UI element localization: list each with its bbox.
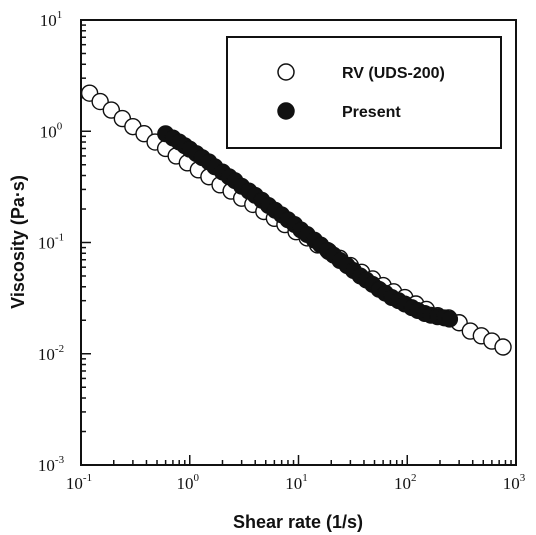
tick-labels: 10-1 100 101 102 103 10-3 10-2 10-1 100 101: [38, 9, 526, 493]
legend-label-rv: RV (UDS-200): [342, 65, 445, 82]
x-axis-title: Shear rate (1/s): [233, 512, 363, 532]
legend-label-present: Present: [342, 104, 401, 121]
axis-ticks: [80, 24, 517, 466]
x-tick-label: 102: [394, 472, 417, 493]
y-tick-label: 10-3: [38, 454, 65, 475]
present-data-point: [441, 310, 459, 328]
rv-data-point: [494, 338, 512, 356]
x-tick-label: 100: [177, 472, 200, 493]
y-tick-label: 100: [40, 120, 63, 141]
legend-marker-present: [277, 102, 295, 120]
x-tick-label: 101: [285, 472, 308, 493]
series-present: [157, 125, 459, 328]
x-tick-label: 10-1: [66, 472, 92, 493]
y-axis-title: Viscosity (Pa·s): [8, 175, 28, 309]
y-tick-label: 10-1: [38, 232, 64, 253]
legend: RV (UDS-200) Present: [226, 36, 502, 149]
y-tick-label: 10-2: [38, 343, 64, 364]
legend-box: [226, 36, 502, 149]
legend-marker-rv: [277, 63, 295, 81]
y-tick-label: 101: [40, 9, 63, 30]
x-tick-label: 103: [503, 472, 526, 493]
